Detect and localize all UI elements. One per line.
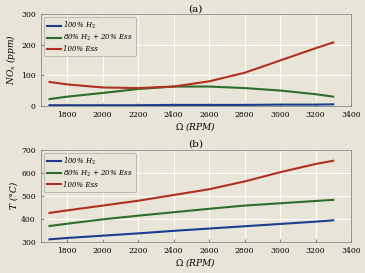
Legend: 100% $H_2$, 80% $H_2$ + 20% Ess, 100% Ess: 100% $H_2$, 80% $H_2$ + 20% Ess, 100% Es… [44,17,136,56]
Y-axis label: $NO_x$ (ppm): $NO_x$ (ppm) [4,34,18,85]
Y-axis label: T (°C): T (°C) [9,182,18,209]
Legend: 100% $H_2$, 80% $H_2$ + 20% Ess, 100% Ess: 100% $H_2$, 80% $H_2$ + 20% Ess, 100% Es… [44,153,136,192]
Title: (b): (b) [188,140,203,149]
Title: (a): (a) [189,4,203,13]
X-axis label: $\Omega$ (RPM): $\Omega$ (RPM) [175,256,216,269]
X-axis label: $\Omega$ (RPM): $\Omega$ (RPM) [175,120,216,133]
